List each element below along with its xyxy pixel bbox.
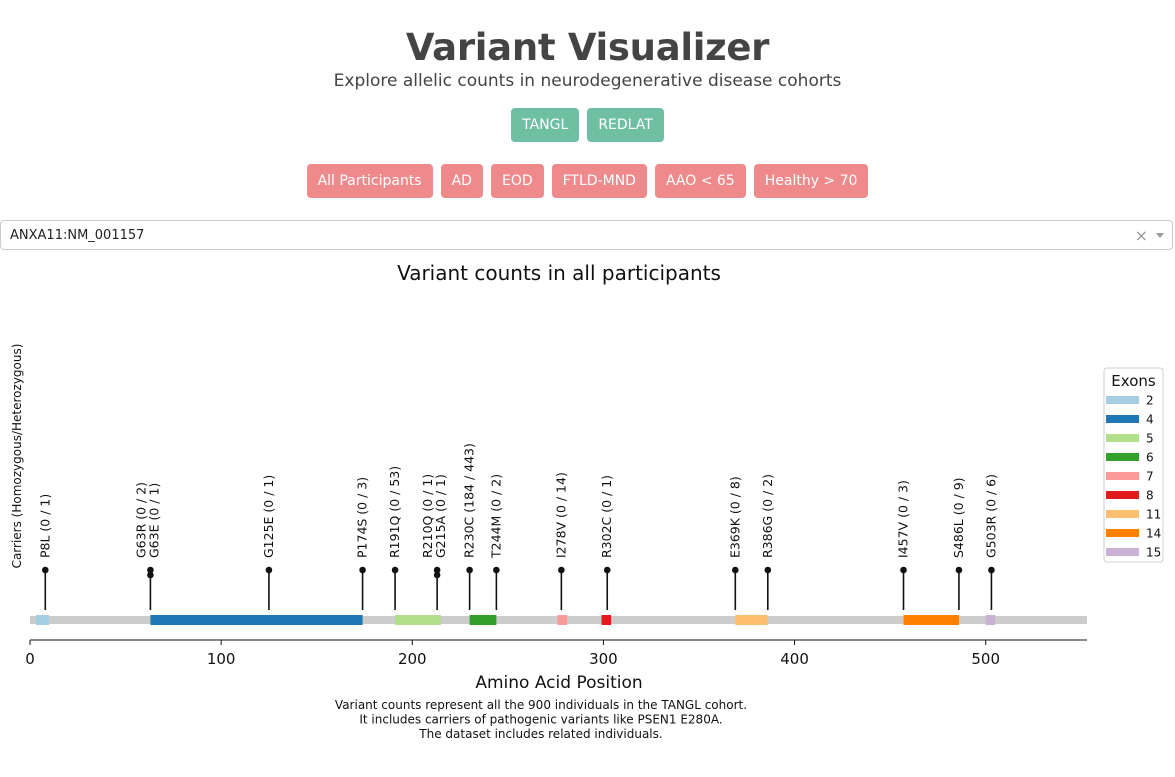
variant-label: R191Q (0 / 53) (387, 466, 402, 558)
cohort-button-row: TANGL REDLAT (0, 108, 1175, 142)
variant-label: P8L (0 / 1) (37, 494, 52, 558)
variant-dot (988, 566, 995, 574)
chart-title: Variant counts in all participants (397, 261, 721, 285)
x-tick-label: 500 (971, 650, 1000, 668)
x-axis-label: Amino Acid Position (475, 673, 642, 693)
variant-label: P174S (0 / 3) (355, 477, 370, 558)
cohort-button-tangl[interactable]: TANGL (511, 108, 580, 142)
x-tick-label: 200 (398, 650, 427, 668)
legend-label-exon-2: 2 (1146, 394, 1154, 408)
x-axis: 0 100 200 300 400 500 (25, 639, 1087, 668)
variant-label: G63E (0 / 1) (146, 483, 161, 558)
y-axis-label: Carriers (Homozygous/Heterozygous) (10, 344, 24, 569)
variant-label: R230C (184 / 443) (462, 443, 477, 558)
cohort-button-redlat[interactable]: REDLAT (587, 108, 664, 142)
legend-swatch-exon-14 (1106, 529, 1139, 537)
legend-label-exon-5: 5 (1146, 432, 1154, 446)
chevron-down-icon[interactable] (1156, 233, 1164, 238)
exon-11-bar (735, 615, 768, 625)
variant-label: G63R (0 / 2) (133, 482, 148, 558)
exon-8-bar (601, 615, 612, 625)
legend-swatch-exon-5 (1106, 434, 1139, 442)
legend-title: Exons (1111, 372, 1156, 390)
variant-dot (764, 566, 772, 574)
chart-caption: Variant counts represent all the 900 ind… (335, 698, 747, 741)
variant-dot (359, 566, 366, 574)
legend-label-exon-7: 7 (1146, 470, 1154, 484)
variant-label: R210Q (0 / 1) (420, 474, 435, 558)
legend-swatch-exon-15 (1106, 548, 1139, 556)
variant-label: I278V (0 / 14) (553, 472, 568, 558)
variant-dot (466, 566, 473, 574)
page-subtitle: Explore allelic counts in neurodegenerat… (333, 71, 842, 91)
legend-label-exon-6: 6 (1146, 451, 1154, 465)
variant-dot (900, 566, 907, 574)
variant-dot (732, 566, 739, 574)
exon-6-bar (469, 615, 497, 625)
variant-label: G503R (0 / 6) (983, 474, 998, 558)
variant-dot (41, 566, 49, 574)
variant-dot (391, 566, 399, 574)
variant-dot (558, 566, 565, 574)
exon-14-bar (903, 615, 959, 625)
variant-dot (433, 566, 441, 574)
variant-label: S486L (0 / 9) (951, 477, 966, 558)
variant-label: T244M (0 / 2) (488, 474, 503, 559)
variant-dot (147, 566, 154, 574)
group-button-all-participants[interactable]: All Participants (306, 164, 433, 198)
exon-15-bar (985, 615, 996, 625)
variant-label: G125E (0 / 1) (261, 475, 276, 558)
gene-transcript-select[interactable]: ANXA11:NM_001157 × (0, 220, 1173, 250)
variant-dot (603, 566, 611, 574)
variant-dot (147, 571, 154, 579)
variant-label: G215A (0 / 1) (433, 474, 448, 558)
exon-5-bar (395, 615, 441, 625)
variant-lollipop-chart: Variant counts in all participants Carri… (10, 261, 1164, 741)
legend-label-exon-8: 8 (1146, 489, 1154, 503)
x-tick-label: 100 (207, 650, 236, 668)
close-icon[interactable]: × (1134, 226, 1148, 245)
variant-label: I457V (0 / 3) (896, 480, 911, 558)
variant-dot (955, 566, 963, 574)
group-button-ad[interactable]: AD (440, 164, 483, 198)
legend-swatch-exon-8 (1106, 491, 1139, 499)
group-button-ftld-mnd[interactable]: FTLD-MND (551, 164, 647, 198)
page-header: Variant Visualizer Explore allelic count… (0, 0, 1175, 92)
variant-label: R386G (0 / 2) (760, 474, 775, 558)
legend-label-exon-11: 11 (1146, 508, 1161, 522)
x-tick-label: 300 (589, 650, 618, 668)
caption-line: The dataset includes related individuals… (418, 727, 662, 741)
legend-swatch-exon-6 (1106, 453, 1139, 461)
x-tick-label: 400 (780, 650, 809, 668)
variant-dot (433, 571, 441, 579)
gene-transcript-value: ANXA11:NM_001157 (10, 228, 145, 243)
legend-swatch-exon-2 (1106, 396, 1139, 404)
x-tick-label: 0 (25, 650, 35, 668)
group-button-healthy-over-70[interactable]: Healthy > 70 (753, 164, 869, 198)
legend-label-exon-15: 15 (1146, 546, 1161, 560)
variant-dot (493, 566, 500, 574)
exon-2-bar (35, 615, 50, 625)
page-title: Variant Visualizer (405, 26, 770, 69)
group-button-eod[interactable]: EOD (490, 164, 544, 198)
variant-label: R302C (0 / 1) (599, 475, 614, 558)
legend-swatch-exon-11 (1106, 510, 1139, 518)
legend-label-exon-4: 4 (1146, 413, 1154, 427)
group-button-row: All Participants AD EOD FTLD-MND AAO < 6… (0, 164, 1175, 198)
group-button-aao-under-65[interactable]: AAO < 65 (654, 164, 746, 198)
exon-7-bar (557, 615, 568, 625)
caption-line: It includes carriers of pathogenic varia… (359, 713, 722, 727)
legend-label-exon-14: 14 (1146, 527, 1161, 541)
variant-dot (265, 566, 273, 574)
protein-backbone-group (30, 615, 1087, 625)
exon-4-bar (150, 615, 363, 625)
exon-legend: Exons 2 4 5 6 7 8 11 14 15 (1103, 367, 1164, 563)
lollipop-stems-group: P8L (0 / 1) G63R (0 / 2)G63E (0 / 1) G125E… (37, 443, 998, 610)
variant-label: E369K (0 / 8) (727, 476, 742, 558)
legend-swatch-exon-4 (1106, 415, 1139, 423)
legend-swatch-exon-7 (1106, 472, 1139, 480)
caption-line: Variant counts represent all the 900 ind… (335, 698, 747, 712)
